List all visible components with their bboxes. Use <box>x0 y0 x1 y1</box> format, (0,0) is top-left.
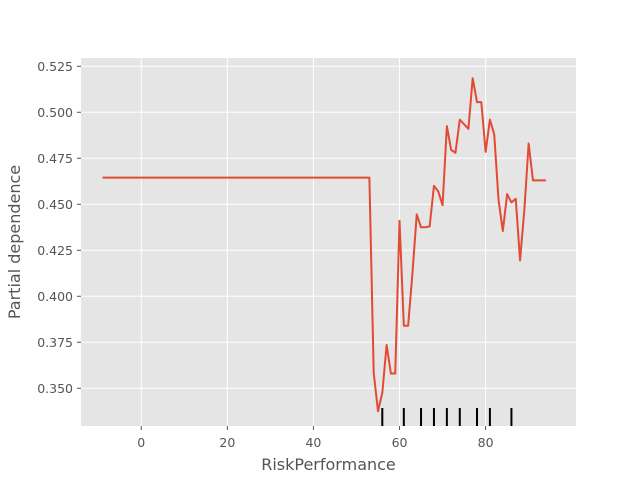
y-tick-label: 0.525 <box>37 59 73 74</box>
plot-area <box>81 58 576 426</box>
y-tick-label: 0.425 <box>37 243 73 258</box>
rug-ticks <box>381 408 513 426</box>
x-tick-label: 20 <box>219 435 235 450</box>
y-axis-label: Partial dependence <box>5 165 24 319</box>
y-tick-label: 0.350 <box>37 381 73 396</box>
x-tick-label: 60 <box>392 435 408 450</box>
grid <box>81 58 576 426</box>
y-tick-label: 0.500 <box>37 105 73 120</box>
x-tick-label: 40 <box>305 435 321 450</box>
axis-ticks: 0 20 40 60 80 0.350 0.375 0.400 0.425 0.450 0.475 0… <box>37 59 493 450</box>
series-layer <box>102 77 546 413</box>
x-axis-label: RiskPerformance <box>261 455 396 474</box>
x-tick-label: 0 <box>137 435 145 450</box>
y-tick-label: 0.400 <box>37 289 73 304</box>
x-tick-label: 80 <box>478 435 494 450</box>
y-tick-label: 0.475 <box>37 151 73 166</box>
y-tick-label: 0.450 <box>37 197 73 212</box>
pdp-line <box>102 77 546 413</box>
y-tick-label: 0.375 <box>37 335 73 350</box>
